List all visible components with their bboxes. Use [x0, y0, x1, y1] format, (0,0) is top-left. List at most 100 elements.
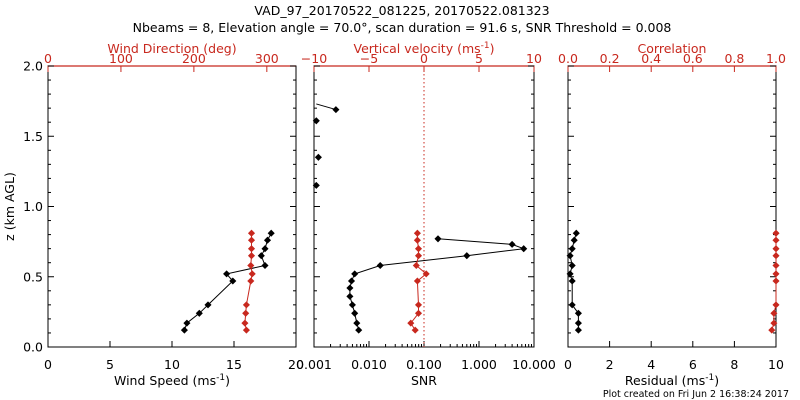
bottom-tick-label: 0.100	[406, 357, 442, 372]
top-tick-label: 0.2	[600, 51, 620, 66]
red-series-point	[242, 301, 250, 309]
top-tick-label: −10	[301, 51, 327, 66]
bottom-tick-label: 0.010	[351, 357, 387, 372]
y-tick-label: 0.0	[23, 340, 43, 355]
red-series-point	[772, 245, 780, 253]
plot-frame	[567, 65, 777, 348]
top-tick-label: 0.4	[641, 51, 661, 66]
black-series-point	[463, 252, 471, 260]
top-tick-label: 10	[526, 51, 542, 66]
bottom-axis-title-sup: -1	[705, 373, 714, 383]
red-series-point	[768, 326, 776, 334]
top-tick-label: 5	[475, 51, 483, 66]
red-series-point	[772, 270, 780, 278]
black-series-point	[195, 309, 203, 317]
upper-profile-segment	[316, 103, 337, 111]
panel-2: −10 −5 0 5 10 Vertical velocity (ms-1) 0.001 0.…	[296, 41, 556, 388]
title-line-1: VAD_97_20170522_081225, 20170522.081323	[254, 3, 549, 18]
red-series-point	[247, 236, 256, 244]
top-tick-label: 100	[109, 51, 133, 66]
top-axis-title: Wind Direction (deg)	[107, 41, 236, 56]
bottom-axis-title-close: )	[225, 373, 230, 388]
red-series-point	[414, 301, 423, 309]
black-series-point	[312, 181, 320, 189]
bottom-tick-label: 5	[106, 357, 114, 372]
red-series-point	[411, 326, 419, 334]
black-series-point	[568, 245, 576, 253]
bottom-tick-label: 2	[606, 357, 614, 372]
red-series-point	[248, 270, 256, 278]
top-tick-label: 1.0	[766, 51, 786, 66]
bottom-axis-title: Residual (ms-1)	[625, 373, 719, 388]
red-series-point	[414, 309, 423, 317]
bottom-axis-title: Wind Speed (ms-1)	[114, 373, 230, 388]
top-tick-label: 0.0	[558, 51, 578, 66]
red-series-point	[241, 319, 249, 327]
panel-1: 0 100 200 300 Wind Direction (deg) 0 5 10 15 20 Wi…	[2, 41, 304, 388]
red-series-point	[247, 245, 256, 253]
panel-3: 0.0 0.2 0.4 0.6 0.8 1.0 Correlation 0 2 4 6 8 10 Resi…	[558, 41, 786, 388]
black-series-point	[570, 236, 578, 244]
top-tick-label: 0	[420, 51, 428, 66]
top-axis-title: Correlation	[638, 41, 707, 56]
red-series-point	[772, 261, 780, 270]
bottom-tick-label: 0	[564, 357, 572, 372]
top-tick-label: 0.8	[724, 51, 744, 66]
red-series-point	[242, 326, 250, 334]
black-series-point	[348, 301, 356, 309]
top-axis-title: Vertical velocity (ms-1)	[353, 41, 494, 56]
black-series-point	[346, 284, 354, 292]
black-series-point	[261, 261, 269, 270]
red-series-point	[247, 229, 256, 237]
red-series-point	[770, 309, 778, 317]
top-axis-title-text: Vertical velocity (ms	[353, 41, 480, 56]
bottom-axis-title: SNR	[411, 373, 437, 388]
black-series-line	[349, 238, 524, 331]
black-series-point	[568, 261, 576, 270]
black-series-point	[566, 252, 574, 260]
plot-frame	[47, 65, 297, 348]
black-series-point	[574, 319, 582, 327]
black-series-point	[572, 229, 580, 237]
black-series-line	[183, 232, 272, 331]
top-axis-title-text: Wind Direction (deg)	[107, 41, 236, 56]
red-series-point	[772, 301, 780, 309]
top-tick-label: −5	[360, 51, 378, 66]
black-series-point	[332, 106, 340, 114]
black-series-point	[261, 245, 269, 253]
red-series-point	[772, 252, 780, 260]
black-series-point	[355, 326, 363, 334]
bottom-tick-label: 4	[647, 357, 655, 372]
black-series-point	[229, 277, 237, 285]
black-series-point	[574, 309, 582, 317]
black-series-point	[376, 261, 384, 270]
black-series-point	[434, 235, 442, 243]
title-line-2: Nbeams = 8, Elevation angle = 70.0°, sca…	[133, 20, 672, 35]
black-series-point	[353, 319, 361, 327]
red-series-point	[413, 277, 421, 285]
black-series-point	[204, 301, 212, 309]
footer-timestamp: Plot created on Fri Jun 2 16:38:24 2017	[603, 389, 789, 400]
y-axis-title: z (km AGL)	[2, 172, 17, 241]
black-series-point	[347, 277, 356, 285]
black-series-point	[574, 326, 582, 334]
bottom-tick-label: 15	[226, 357, 242, 372]
bottom-tick-label: 1.000	[461, 357, 497, 372]
red-series-point	[242, 309, 250, 317]
black-series-point	[257, 252, 265, 260]
black-series-point	[566, 270, 574, 278]
red-series-point	[247, 252, 256, 260]
top-tick-label: 300	[255, 51, 279, 66]
bottom-tick-label: 0.001	[296, 357, 332, 372]
black-series-point	[351, 270, 359, 278]
top-tick-label: 200	[182, 51, 206, 66]
black-series-point	[263, 236, 272, 244]
red-series-point	[772, 277, 780, 285]
black-series-point	[568, 301, 576, 309]
bottom-axis-title-text: Residual (ms	[625, 373, 705, 388]
red-series-point	[770, 319, 778, 327]
top-axis-title-text: Correlation	[638, 41, 707, 56]
red-series-point	[772, 229, 780, 237]
top-tick-label: 0.6	[683, 51, 703, 66]
black-series-point	[223, 270, 231, 278]
